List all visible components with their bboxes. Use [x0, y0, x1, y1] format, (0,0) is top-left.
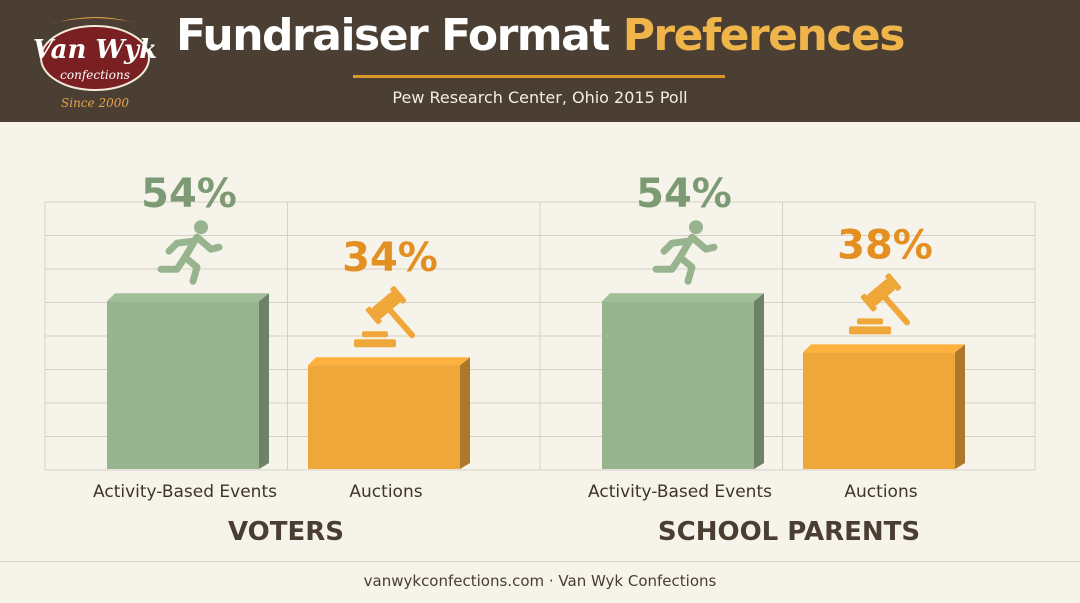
logo-brand-bottom: confections: [60, 68, 130, 82]
category-label: Activity-Based Events: [93, 482, 277, 502]
bar-side: [460, 357, 470, 469]
chart-title: VOTERS: [228, 517, 344, 547]
van-wyk-logo: Van Wyk confections Since 2000: [33, 17, 157, 110]
header-banner: Van Wyk confections Since 2000 Fundraise…: [0, 0, 1080, 122]
bar-top: [308, 357, 470, 366]
gavel-icon: [849, 273, 910, 335]
bar-side: [259, 293, 269, 469]
bar: [308, 365, 460, 469]
category-label: Activity-Based Events: [588, 482, 772, 502]
footer-text: vanwykconfections.com · Van Wyk Confecti…: [363, 572, 717, 590]
bar-side: [754, 293, 764, 469]
title-underline: [353, 75, 725, 78]
bar: [803, 352, 955, 469]
chart-panel-2: 54% Activity-Based Events 38% Auctions SCHOO…: [539, 171, 1036, 547]
logo-since: Since 2000: [61, 96, 129, 110]
bar-value-label: 54%: [636, 171, 732, 217]
chart-panel-1: 54% Activity-Based Events 34% AuctionsVOTER…: [44, 171, 541, 547]
category-label: Auctions: [844, 482, 917, 502]
page-subtitle: Pew Research Center, Ohio 2015 Poll: [392, 88, 688, 107]
gavel-icon: [354, 286, 415, 348]
running-person-icon: [157, 220, 223, 285]
title-accent: Preferences: [622, 10, 906, 61]
bar: [602, 301, 754, 469]
logo-brand-top: Van Wyk: [33, 35, 157, 65]
bar-top: [803, 344, 965, 353]
bar-value-label: 34%: [342, 235, 438, 281]
bar-charts: 54%Activity-Based Events34%AuctionsVOTER…: [44, 171, 1036, 547]
bar-value-label: 38%: [837, 222, 933, 268]
page-title: Fundraiser Format Preferences: [0, 10, 1080, 61]
bar-top: [107, 293, 269, 302]
title-main: Fundraiser Format: [176, 10, 610, 61]
bar-value-label: 54%: [141, 171, 237, 217]
footer-divider: [0, 561, 1080, 562]
bar: [107, 301, 259, 469]
chart-title: SCHOOL PARENTS: [658, 517, 920, 547]
bar-side: [955, 344, 965, 469]
bar-top: [602, 293, 764, 302]
category-label: Auctions: [349, 482, 422, 502]
running-person-icon: [652, 220, 718, 285]
